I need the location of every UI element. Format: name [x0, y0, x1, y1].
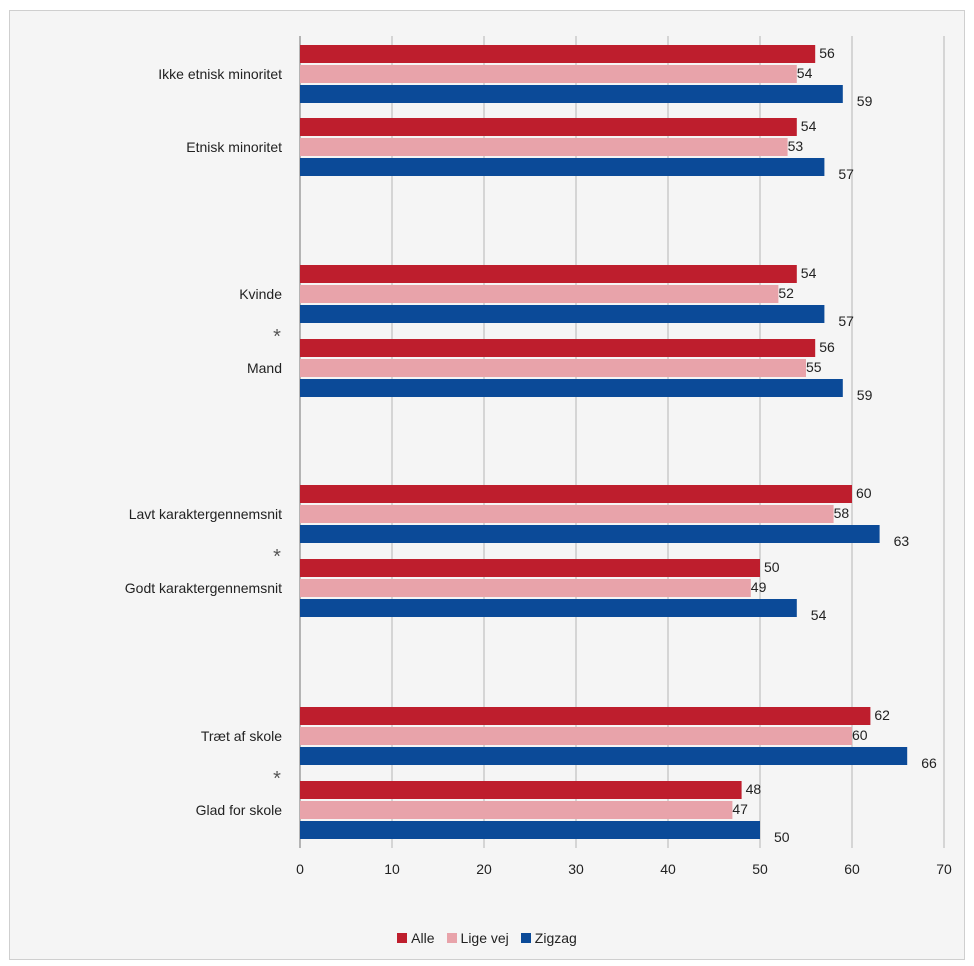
bar-lige-vej — [300, 65, 797, 83]
category-labels: Ikke etnisk minoritet Etnisk minoritet Kvi… — [125, 66, 282, 818]
x-tick-label: 60 — [844, 861, 860, 877]
category-label: Mand — [247, 360, 282, 376]
bar-zigzag — [300, 379, 843, 397]
data-label: 59 — [857, 93, 873, 109]
data-label: 48 — [746, 781, 762, 797]
significance-star: * — [273, 326, 281, 348]
bar-alle — [300, 485, 852, 503]
bar-lige-vej — [300, 138, 788, 156]
bar-alle — [300, 45, 816, 63]
bar-alle — [300, 118, 797, 136]
data-label: 57 — [838, 166, 854, 182]
legend-label: Alle — [411, 930, 435, 946]
data-label: 63 — [894, 533, 910, 549]
x-tick-label: 40 — [660, 861, 676, 877]
category-label: Glad for skole — [196, 802, 283, 818]
significance-star: * — [273, 546, 281, 568]
bar-lige-vej — [300, 285, 779, 303]
x-tick-label: 0 — [296, 861, 304, 877]
data-label: 47 — [732, 801, 748, 817]
bar-zigzag — [300, 821, 760, 839]
bars — [300, 45, 908, 839]
legend-swatch — [397, 933, 408, 943]
legend-label: Lige vej — [460, 930, 509, 946]
bar-zigzag — [300, 158, 825, 176]
data-label: 66 — [921, 755, 937, 771]
legend-swatch — [520, 933, 531, 943]
legend-item: Lige vej — [446, 930, 509, 946]
data-label: 50 — [764, 559, 780, 575]
x-tick-label: 10 — [384, 861, 400, 877]
legend: Alle Lige vej Zigzag — [0, 930, 974, 946]
significance-star: * — [273, 768, 281, 790]
bar-zigzag — [300, 305, 825, 323]
data-label: 53 — [788, 138, 804, 154]
data-label: 54 — [801, 118, 817, 134]
bar-alle — [300, 339, 816, 357]
data-label: 56 — [819, 339, 835, 355]
data-label: 56 — [819, 45, 835, 61]
category-label: Godt karaktergennemsnit — [125, 580, 282, 596]
x-tick-label: 30 — [568, 861, 584, 877]
legend-swatch — [446, 933, 457, 943]
bar-lige-vej — [300, 505, 834, 523]
legend-item: Alle — [397, 930, 435, 946]
data-label: 60 — [856, 485, 872, 501]
data-label: 62 — [874, 707, 890, 723]
category-label: Lavt karaktergennemsnit — [129, 506, 282, 522]
data-label: 54 — [797, 65, 813, 81]
bar-lige-vej — [300, 359, 806, 377]
bar-alle — [300, 559, 760, 577]
bar-zigzag — [300, 85, 843, 103]
category-label: Etnisk minoritet — [186, 139, 282, 155]
bar-zigzag — [300, 599, 797, 617]
legend-item: Zigzag — [520, 930, 577, 946]
bar-lige-vej — [300, 727, 852, 745]
bar-alle — [300, 265, 797, 283]
data-label: 52 — [778, 285, 794, 301]
gridlines — [299, 36, 945, 848]
data-label: 60 — [852, 727, 868, 743]
data-label: 57 — [838, 313, 854, 329]
category-label: Træt af skole — [201, 728, 282, 744]
data-labels: 5654595453575452575655596058635049546260… — [732, 45, 937, 845]
legend-label: Zigzag — [534, 930, 577, 946]
data-label: 50 — [774, 829, 790, 845]
bar-zigzag — [300, 747, 908, 765]
data-label: 54 — [811, 607, 827, 623]
data-label: 49 — [751, 579, 767, 595]
data-label: 59 — [857, 387, 873, 403]
significance-markers: * * * — [273, 326, 281, 790]
data-label: 54 — [801, 265, 817, 281]
data-label: 58 — [834, 505, 850, 521]
category-label: Kvinde — [239, 286, 282, 302]
bar-alle — [300, 781, 742, 799]
data-label: 55 — [806, 359, 822, 375]
x-tick-label: 20 — [476, 861, 492, 877]
x-tick-labels: 0 10 20 30 40 50 60 70 — [296, 861, 952, 877]
category-label: Ikke etnisk minoritet — [158, 66, 282, 82]
bar-alle — [300, 707, 871, 725]
x-tick-label: 50 — [752, 861, 768, 877]
bar-lige-vej — [300, 801, 733, 819]
x-tick-label: 70 — [936, 861, 952, 877]
bar-zigzag — [300, 525, 880, 543]
bar-lige-vej — [300, 579, 751, 597]
